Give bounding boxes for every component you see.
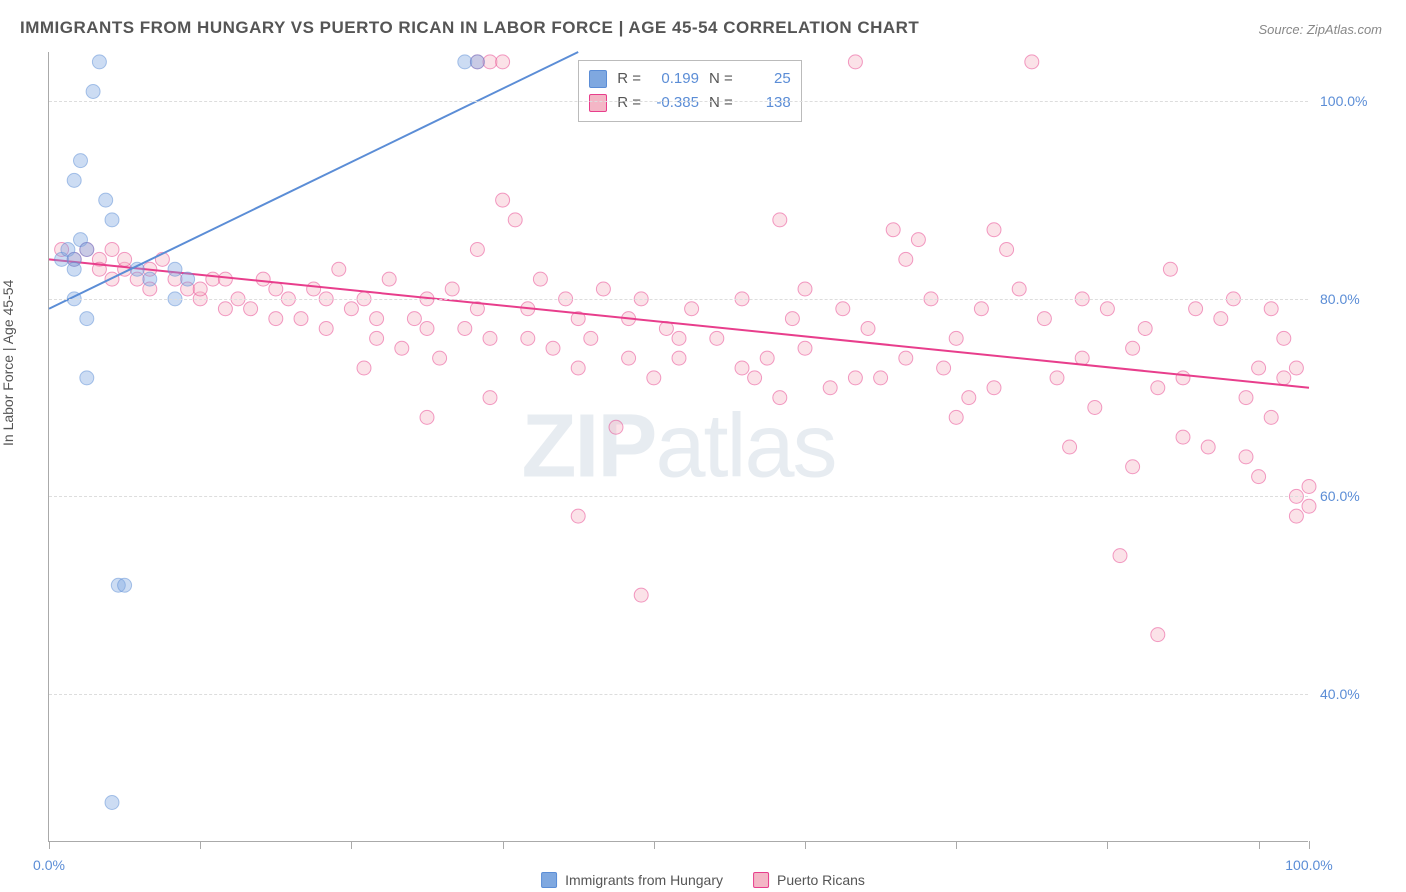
x-tick-label: 0.0% <box>33 857 65 873</box>
stat-row-puerto: R = -0.385 N = 138 <box>589 91 791 115</box>
y-tick-label: 40.0% <box>1320 686 1380 702</box>
chart-svg <box>49 52 1308 841</box>
y-tick-label: 80.0% <box>1320 291 1380 307</box>
stat-r-hungary: 0.199 <box>651 67 699 91</box>
legend-bottom: Immigrants from Hungary Puerto Ricans <box>541 872 865 888</box>
stat-n-hungary: 25 <box>743 67 791 91</box>
source-attribution: Source: ZipAtlas.com <box>1258 22 1382 37</box>
x-tick-label: 100.0% <box>1285 857 1332 873</box>
chart-title: IMMIGRANTS FROM HUNGARY VS PUERTO RICAN … <box>20 18 919 38</box>
legend-swatch-puerto <box>753 872 769 888</box>
y-tick-label: 60.0% <box>1320 488 1380 504</box>
plot-area: ZIPatlas R = 0.199 N = 25 R = -0.385 N =… <box>48 52 1308 842</box>
legend-swatch-hungary <box>541 872 557 888</box>
stat-r-label: R = <box>617 67 641 91</box>
stat-row-hungary: R = 0.199 N = 25 <box>589 67 791 91</box>
swatch-hungary <box>589 70 607 88</box>
legend-label-puerto: Puerto Ricans <box>777 872 865 888</box>
stat-n-label: N = <box>709 91 733 115</box>
stat-n-puerto: 138 <box>743 91 791 115</box>
y-tick-label: 100.0% <box>1320 93 1380 109</box>
legend-item-hungary: Immigrants from Hungary <box>541 872 723 888</box>
stat-n-label: N = <box>709 67 733 91</box>
y-axis-label: In Labor Force | Age 45-54 <box>0 280 16 446</box>
swatch-puerto <box>589 94 607 112</box>
legend-item-puerto: Puerto Ricans <box>753 872 865 888</box>
legend-label-hungary: Immigrants from Hungary <box>565 872 723 888</box>
stat-r-puerto: -0.385 <box>651 91 699 115</box>
stat-r-label: R = <box>617 91 641 115</box>
correlation-stats-box: R = 0.199 N = 25 R = -0.385 N = 138 <box>578 60 802 122</box>
